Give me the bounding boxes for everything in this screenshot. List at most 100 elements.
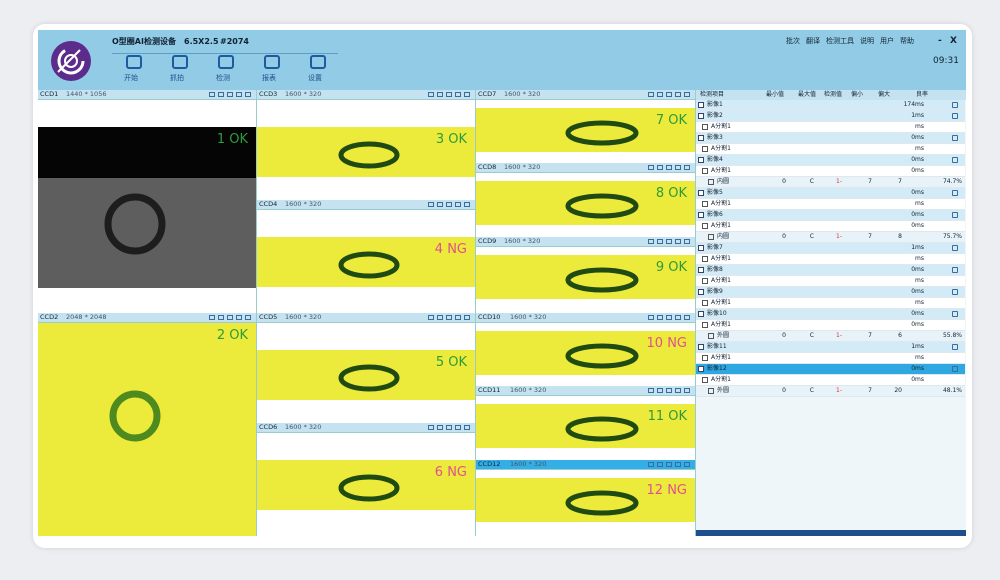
group-row[interactable]: 影像6 0ms bbox=[696, 210, 965, 221]
panel-tool[interactable] bbox=[666, 462, 672, 467]
panel-tool[interactable] bbox=[455, 425, 461, 430]
panel-tool[interactable] bbox=[657, 462, 663, 467]
panel-tool[interactable] bbox=[455, 92, 461, 97]
panel-tool[interactable] bbox=[209, 315, 215, 320]
menu-item[interactable]: 检测工具 bbox=[826, 37, 854, 45]
group-row[interactable]: 影像2 1ms bbox=[696, 111, 965, 122]
panel-tool[interactable] bbox=[437, 315, 443, 320]
panel-tool[interactable] bbox=[657, 239, 663, 244]
toolbar-button[interactable]: 抓拍 bbox=[164, 54, 194, 88]
panel-tool[interactable] bbox=[428, 92, 434, 97]
group-row[interactable]: 影像9 0ms bbox=[696, 287, 965, 298]
checkbox[interactable] bbox=[708, 234, 714, 240]
checkbox[interactable] bbox=[702, 223, 708, 229]
panel-tool[interactable] bbox=[684, 315, 690, 320]
checkbox[interactable] bbox=[702, 124, 708, 130]
panel-tool[interactable] bbox=[675, 315, 681, 320]
panel-tool[interactable] bbox=[675, 388, 681, 393]
panel-tool[interactable] bbox=[684, 92, 690, 97]
panel-tool[interactable] bbox=[218, 315, 224, 320]
group-row[interactable]: 影像3 0ms bbox=[696, 133, 965, 144]
panel-tool[interactable] bbox=[227, 92, 233, 97]
panel-tool[interactable] bbox=[666, 92, 672, 97]
panel-tool[interactable] bbox=[648, 239, 654, 244]
panel-tool[interactable] bbox=[236, 315, 242, 320]
toolbar-button[interactable]: 报表 bbox=[256, 54, 286, 88]
panel-tool[interactable] bbox=[675, 462, 681, 467]
panel-tool[interactable] bbox=[209, 92, 215, 97]
panel-tool[interactable] bbox=[446, 202, 452, 207]
panel-tool[interactable] bbox=[428, 315, 434, 320]
checkbox[interactable] bbox=[708, 388, 714, 394]
panel-tool[interactable] bbox=[428, 425, 434, 430]
panel-tool[interactable] bbox=[657, 165, 663, 170]
panel-tool[interactable] bbox=[684, 462, 690, 467]
toolbar-button[interactable]: 设置 bbox=[302, 54, 332, 88]
panel-tool[interactable] bbox=[657, 92, 663, 97]
panel-tool[interactable] bbox=[684, 388, 690, 393]
checkbox[interactable] bbox=[702, 201, 708, 207]
checkbox[interactable] bbox=[702, 322, 708, 328]
panel-tool[interactable] bbox=[648, 92, 654, 97]
menu-item[interactable]: 说明 bbox=[860, 37, 874, 45]
panel-tool[interactable] bbox=[657, 388, 663, 393]
panel-tool[interactable] bbox=[218, 92, 224, 97]
panel-tool[interactable] bbox=[245, 92, 251, 97]
panel-tool[interactable] bbox=[675, 165, 681, 170]
panel-tool[interactable] bbox=[428, 202, 434, 207]
panel-tool[interactable] bbox=[684, 239, 690, 244]
menu-item[interactable]: 帮助 bbox=[900, 37, 914, 45]
group-row[interactable]: 影像8 0ms bbox=[696, 265, 965, 276]
panel-tool[interactable] bbox=[684, 165, 690, 170]
checkbox[interactable] bbox=[702, 278, 708, 284]
panel-tool[interactable] bbox=[675, 92, 681, 97]
panel-tool[interactable] bbox=[455, 202, 461, 207]
panel-tool[interactable] bbox=[666, 239, 672, 244]
panel-tool[interactable] bbox=[464, 92, 470, 97]
group-row[interactable]: 影像12 0ms bbox=[696, 364, 965, 375]
panel-tool[interactable] bbox=[236, 92, 242, 97]
checkbox[interactable] bbox=[702, 300, 708, 306]
panel-tool[interactable] bbox=[648, 462, 654, 467]
panel-tool[interactable] bbox=[464, 425, 470, 430]
panel-tool[interactable] bbox=[648, 388, 654, 393]
panel-tool[interactable] bbox=[446, 92, 452, 97]
panel-tool[interactable] bbox=[657, 315, 663, 320]
group-row[interactable]: 影像5 0ms bbox=[696, 188, 965, 199]
panel-tool[interactable] bbox=[245, 315, 251, 320]
group-row[interactable]: 影像4 0ms bbox=[696, 155, 965, 166]
panel-tool[interactable] bbox=[464, 202, 470, 207]
checkbox[interactable] bbox=[708, 333, 714, 339]
panel-tool[interactable] bbox=[437, 202, 443, 207]
panel-tool[interactable] bbox=[446, 425, 452, 430]
checkbox[interactable] bbox=[702, 146, 708, 152]
panel-tool[interactable] bbox=[648, 165, 654, 170]
toolbar-button[interactable]: 开始 bbox=[118, 54, 148, 88]
group-row[interactable]: 影像7 1ms bbox=[696, 243, 965, 254]
window-control[interactable]: X bbox=[950, 36, 957, 46]
toolbar-button[interactable]: 检测 bbox=[210, 54, 240, 88]
menu-item[interactable]: 翻译 bbox=[806, 37, 820, 45]
panel-tool[interactable] bbox=[446, 315, 452, 320]
checkbox[interactable] bbox=[702, 168, 708, 174]
group-row[interactable]: 影像10 0ms bbox=[696, 309, 965, 320]
group-row[interactable]: 影像11 1ms bbox=[696, 342, 965, 353]
menu-item[interactable]: 用户 bbox=[880, 37, 894, 45]
menu-item[interactable]: 批次 bbox=[786, 37, 800, 45]
group-row[interactable]: 影像1 174ms bbox=[696, 100, 965, 111]
panel-tool[interactable] bbox=[675, 239, 681, 244]
panel-tool[interactable] bbox=[464, 315, 470, 320]
checkbox[interactable] bbox=[708, 179, 714, 185]
checkbox[interactable] bbox=[702, 377, 708, 383]
panel-tool[interactable] bbox=[455, 315, 461, 320]
checkbox[interactable] bbox=[702, 256, 708, 262]
window-control[interactable]: - bbox=[938, 36, 942, 46]
panel-tool[interactable] bbox=[648, 315, 654, 320]
checkbox[interactable] bbox=[702, 355, 708, 361]
panel-tool[interactable] bbox=[666, 388, 672, 393]
panel-tool[interactable] bbox=[227, 315, 233, 320]
panel-tool[interactable] bbox=[437, 425, 443, 430]
panel-tool[interactable] bbox=[437, 92, 443, 97]
panel-tool[interactable] bbox=[666, 315, 672, 320]
panel-tool[interactable] bbox=[666, 165, 672, 170]
